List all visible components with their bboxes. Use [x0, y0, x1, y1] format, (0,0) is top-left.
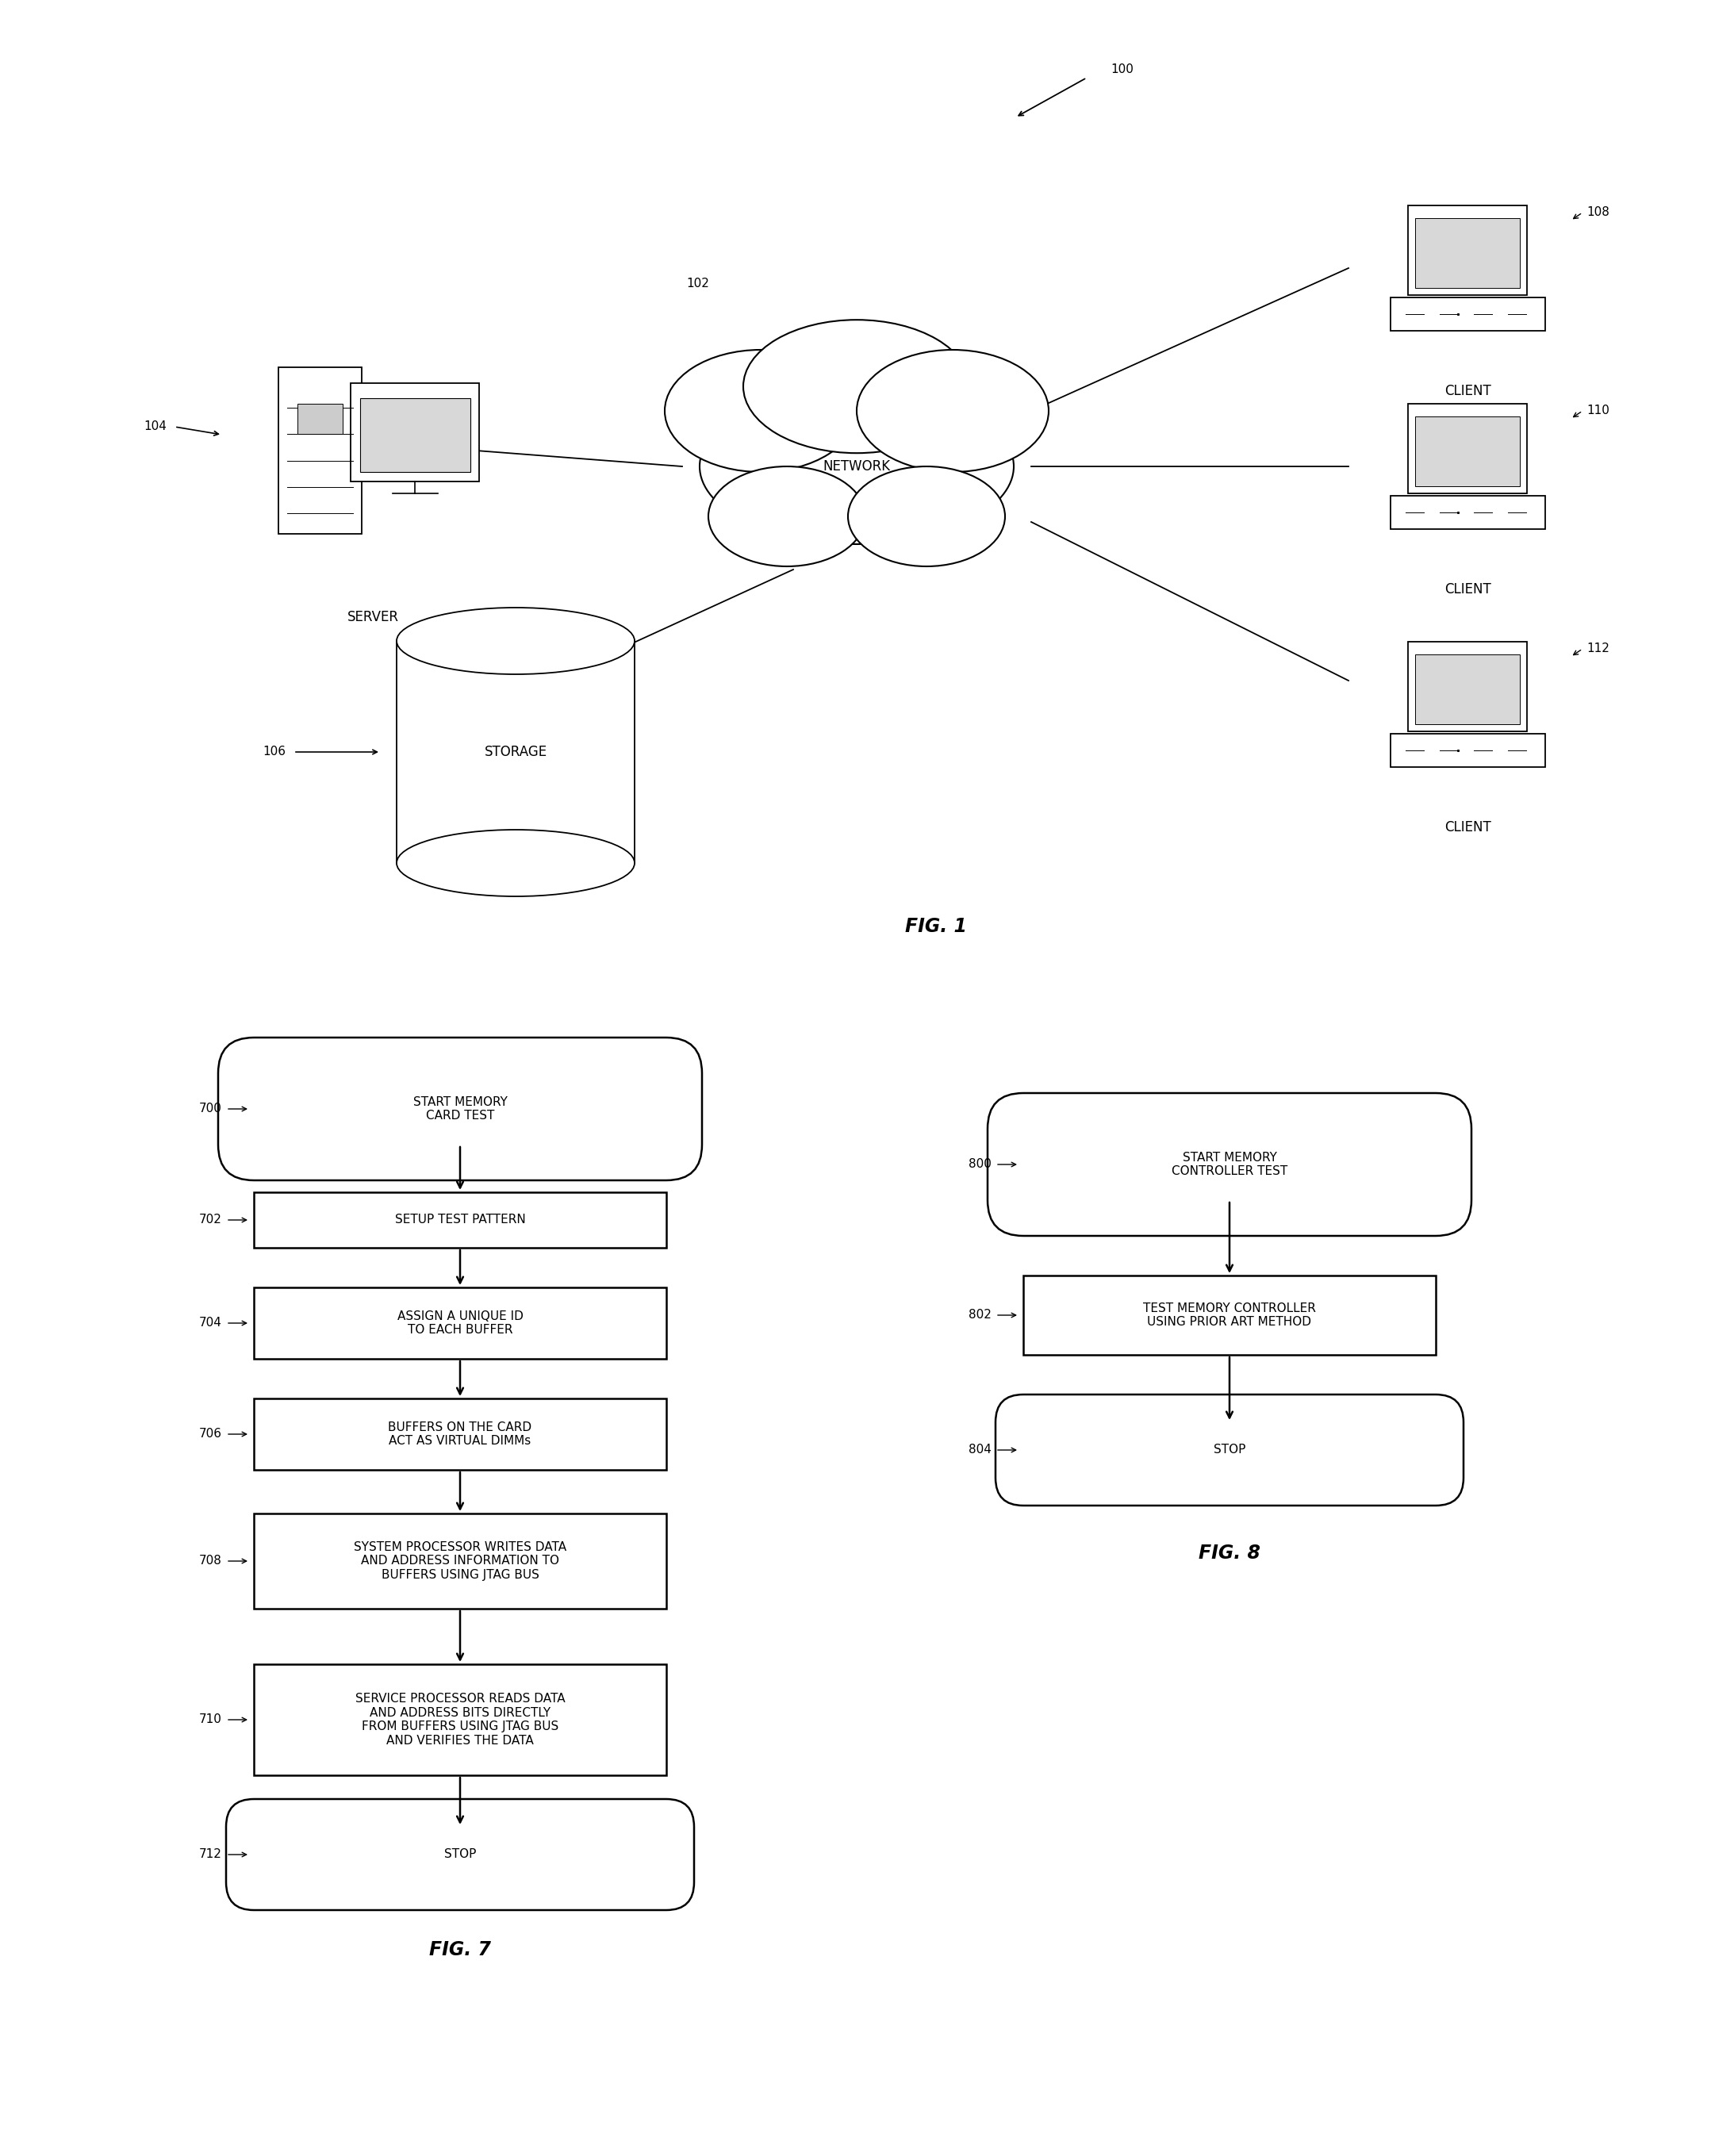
- Bar: [1023, 1276, 1436, 1354]
- Bar: [1408, 403, 1526, 494]
- FancyBboxPatch shape: [217, 1037, 702, 1179]
- Ellipse shape: [397, 830, 635, 897]
- Bar: [351, 384, 479, 481]
- Text: 804: 804: [968, 1445, 992, 1455]
- Text: TEST MEMORY CONTROLLER
USING PRIOR ART METHOD: TEST MEMORY CONTROLLER USING PRIOR ART M…: [1143, 1302, 1316, 1328]
- Text: SERVICE PROCESSOR READS DATA
AND ADDRESS BITS DIRECTLY
FROM BUFFERS USING JTAG B: SERVICE PROCESSOR READS DATA AND ADDRESS…: [356, 1692, 565, 1746]
- Ellipse shape: [666, 349, 857, 472]
- Text: 102: 102: [686, 278, 710, 289]
- Text: CLIENT: CLIENT: [1444, 384, 1490, 399]
- Text: NETWORK: NETWORK: [823, 459, 890, 474]
- Bar: [397, 640, 635, 862]
- Text: FIG. 1: FIG. 1: [905, 916, 967, 936]
- Text: FIG. 7: FIG. 7: [429, 1940, 491, 1960]
- Ellipse shape: [700, 388, 1013, 543]
- Text: STORAGE: STORAGE: [484, 744, 548, 759]
- FancyBboxPatch shape: [987, 1093, 1471, 1235]
- Text: 100: 100: [1110, 65, 1133, 75]
- Text: 110: 110: [1586, 405, 1610, 416]
- Bar: [1415, 218, 1519, 287]
- Text: 704: 704: [198, 1317, 222, 1328]
- Bar: [1415, 655, 1519, 724]
- Text: 700: 700: [198, 1104, 222, 1115]
- Bar: [1408, 205, 1526, 295]
- Text: FIG. 8: FIG. 8: [1199, 1544, 1261, 1563]
- Bar: [1389, 298, 1545, 330]
- Bar: [1389, 733, 1545, 768]
- Text: 108: 108: [1586, 207, 1610, 218]
- Bar: [253, 1399, 666, 1470]
- Ellipse shape: [857, 349, 1049, 472]
- Ellipse shape: [849, 466, 1004, 567]
- Text: START MEMORY
CONTROLLER TEST: START MEMORY CONTROLLER TEST: [1172, 1151, 1287, 1177]
- Bar: [253, 1514, 666, 1608]
- Text: SETUP TEST PATTERN: SETUP TEST PATTERN: [395, 1214, 525, 1227]
- Text: START MEMORY
CARD TEST: START MEMORY CARD TEST: [412, 1095, 506, 1121]
- Text: CLIENT: CLIENT: [1444, 819, 1490, 834]
- Bar: [1389, 496, 1545, 528]
- Bar: [253, 1664, 666, 1774]
- Ellipse shape: [708, 466, 866, 567]
- Text: 712: 712: [198, 1848, 222, 1861]
- Text: STOP: STOP: [1213, 1445, 1246, 1455]
- Bar: [359, 399, 471, 472]
- Text: 702: 702: [198, 1214, 222, 1227]
- Bar: [1408, 642, 1526, 731]
- Text: SYSTEM PROCESSOR WRITES DATA
AND ADDRESS INFORMATION TO
BUFFERS USING JTAG BUS: SYSTEM PROCESSOR WRITES DATA AND ADDRESS…: [354, 1542, 566, 1580]
- Text: 802: 802: [968, 1309, 992, 1322]
- Ellipse shape: [397, 608, 635, 675]
- Text: ASSIGN A UNIQUE ID
TO EACH BUFFER: ASSIGN A UNIQUE ID TO EACH BUFFER: [397, 1311, 524, 1337]
- Bar: [279, 369, 361, 533]
- Text: SERVER: SERVER: [347, 610, 399, 625]
- Text: 708: 708: [198, 1554, 222, 1567]
- Text: 800: 800: [968, 1158, 992, 1171]
- Text: 710: 710: [198, 1714, 222, 1725]
- FancyBboxPatch shape: [226, 1798, 695, 1910]
- Text: 706: 706: [198, 1427, 222, 1440]
- Bar: [253, 1287, 666, 1358]
- Bar: [298, 403, 342, 433]
- Bar: [253, 1192, 666, 1248]
- FancyBboxPatch shape: [996, 1395, 1463, 1505]
- Text: 112: 112: [1586, 642, 1610, 655]
- Ellipse shape: [743, 319, 970, 453]
- Text: 104: 104: [144, 420, 166, 433]
- Text: 106: 106: [262, 746, 286, 759]
- Text: STOP: STOP: [445, 1848, 476, 1861]
- Text: BUFFERS ON THE CARD
ACT AS VIRTUAL DIMMs: BUFFERS ON THE CARD ACT AS VIRTUAL DIMMs: [388, 1421, 532, 1447]
- Bar: [1415, 416, 1519, 485]
- Text: CLIENT: CLIENT: [1444, 582, 1490, 597]
